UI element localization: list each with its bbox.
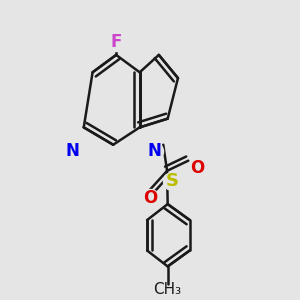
Text: CH₃: CH₃ (154, 281, 182, 296)
Text: N: N (65, 142, 79, 160)
Text: O: O (143, 189, 157, 207)
Text: F: F (110, 33, 122, 51)
Text: N: N (148, 142, 161, 160)
Text: S: S (166, 172, 178, 190)
Text: O: O (190, 159, 204, 177)
